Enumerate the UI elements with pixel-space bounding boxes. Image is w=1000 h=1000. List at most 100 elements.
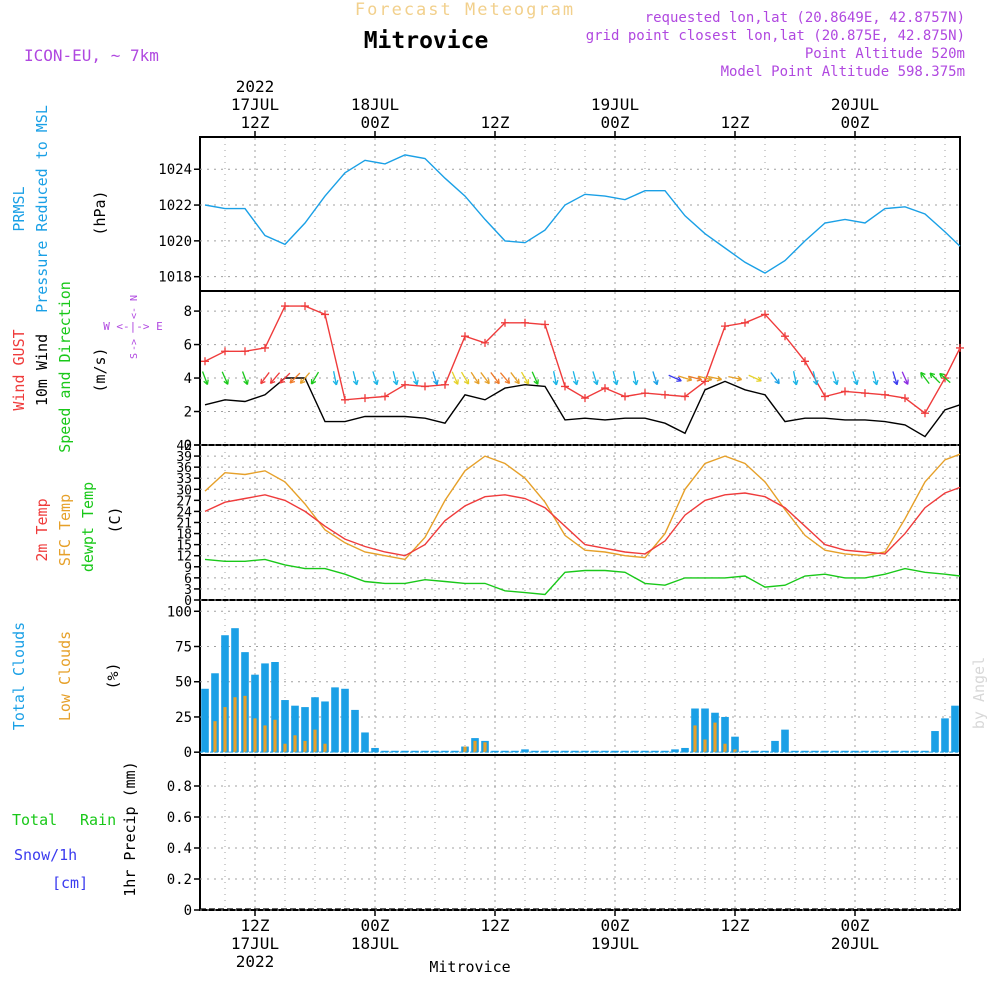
wind-direction-arrow xyxy=(920,372,930,385)
low-cloud-bar xyxy=(303,740,307,753)
gust-marker xyxy=(901,394,909,403)
low-cloud-bar xyxy=(233,697,237,753)
gust-marker xyxy=(781,332,789,341)
wind-direction-arrow xyxy=(832,371,838,385)
precip-unit: 1hr Precip (mm) xyxy=(121,761,139,896)
gust-marker xyxy=(421,382,429,391)
y-tick-label: 50 xyxy=(175,675,192,691)
wind-direction-arrow xyxy=(412,371,418,385)
low-cloud-bar xyxy=(273,719,277,753)
total-cloud-bar xyxy=(201,688,209,753)
top-hour-label: 12Z xyxy=(721,113,750,132)
low-cloud-bar xyxy=(223,707,227,753)
y-tick-label: 36 xyxy=(176,461,192,476)
cloud-unit: (%) xyxy=(104,662,122,689)
top-date-label: 18JUL xyxy=(351,95,399,114)
wind-direction-arrow xyxy=(279,372,291,384)
pressure-label-2: Pressure Reduced to MSL xyxy=(33,105,51,313)
top-hour-label: 00Z xyxy=(841,113,870,132)
gust-marker xyxy=(801,357,809,366)
gust-marker xyxy=(261,343,269,352)
wind-arrow-head xyxy=(812,379,819,386)
total-cloud-bar xyxy=(291,705,299,753)
wind-arrow-head xyxy=(676,376,682,382)
total-cloud-bar xyxy=(451,750,459,753)
total-cloud-bar xyxy=(541,750,549,753)
gust-marker xyxy=(761,310,769,319)
total-cloud-bar xyxy=(301,707,309,753)
total-cloud-bar xyxy=(751,750,759,753)
wind-direction-arrow xyxy=(939,373,951,384)
y-tick-label: 1022 xyxy=(158,198,192,214)
wind-arrow-head xyxy=(352,379,359,386)
total-cloud-bar xyxy=(391,750,399,753)
wind-arrow-head xyxy=(453,379,459,385)
top-hour-label: 12Z xyxy=(481,113,510,132)
pressure-panel-frame xyxy=(199,136,961,292)
total-cloud-bar xyxy=(681,747,689,753)
wind-direction-arrow xyxy=(770,372,780,385)
wind-arrow-head xyxy=(736,375,743,382)
wind-arrow-head xyxy=(289,377,296,384)
info-line-3: Point Altitude 520m xyxy=(805,46,965,62)
total-cloud-bar xyxy=(231,628,239,753)
pressure-unit: (hPa) xyxy=(91,190,109,235)
total-cloud-bar xyxy=(271,662,279,753)
wind-direction-arrow xyxy=(531,371,539,385)
y-tick-label: 33 xyxy=(176,472,192,487)
total-cloud-bar xyxy=(601,750,609,753)
gust-marker xyxy=(501,318,509,327)
low-cloud-bar xyxy=(713,722,717,753)
gust-line xyxy=(204,305,961,415)
wind-arrow-head xyxy=(474,378,480,385)
total-cloud-bar xyxy=(901,750,909,753)
wind-arrow-head xyxy=(920,371,926,378)
compass-rose: N <- W <-|-> E -> S xyxy=(103,295,163,359)
gust-marker xyxy=(561,382,569,391)
total-cloud-bar xyxy=(651,750,659,753)
wind-arrow-head xyxy=(523,379,530,385)
compass-s-arrow: -> xyxy=(129,339,140,351)
temp-unit: (C) xyxy=(106,506,124,533)
wind-direction-arrow xyxy=(592,371,598,385)
wind-direction-arrow xyxy=(728,376,742,381)
wind-arrow-head xyxy=(653,379,659,386)
total-cloud-bar xyxy=(421,750,429,753)
total-cloud-bar xyxy=(911,750,919,753)
gust-marker xyxy=(321,310,329,319)
total-cloud-bar xyxy=(771,740,779,753)
wind-label-3: Speed and Direction xyxy=(56,281,74,453)
pressure-line xyxy=(204,154,961,274)
total-cloud-bar xyxy=(941,718,949,753)
total-cloud-bar xyxy=(491,750,499,753)
wind-direction-arrow xyxy=(872,371,878,385)
wind-arrow-head xyxy=(373,379,379,386)
gust-marker xyxy=(721,322,729,331)
wind-direction-arrow xyxy=(332,371,338,386)
wind-direction-arrow xyxy=(299,372,311,384)
wind-arrow-head xyxy=(260,378,266,385)
wind-arrow-head xyxy=(413,379,419,386)
gust-marker xyxy=(281,302,289,311)
wind-arrow-head xyxy=(756,376,762,382)
total-cloud-bar xyxy=(351,709,359,753)
wind-arrow-head xyxy=(853,379,859,386)
wind-direction-arrow xyxy=(460,371,470,385)
total-cloud-bar xyxy=(821,750,829,753)
wind-unit: (m/s) xyxy=(91,347,109,392)
wind-label-2: 10m Wind xyxy=(33,334,51,406)
total-cloud-bar xyxy=(731,736,739,753)
wind-direction-arrow xyxy=(392,371,398,385)
footer-location: Mitrovice xyxy=(429,958,510,976)
wind-arrow-head xyxy=(872,379,879,386)
precip-label-cm: [cm] xyxy=(52,874,88,892)
wind-direction-arrow xyxy=(310,371,320,385)
wind-arrow-head xyxy=(243,379,249,386)
wind-direction-arrow xyxy=(852,371,858,385)
wind-direction-arrow xyxy=(708,376,722,381)
y-tick-label: 0 xyxy=(184,745,192,761)
gust-marker xyxy=(381,392,389,401)
wind-arrow-head xyxy=(223,379,229,385)
